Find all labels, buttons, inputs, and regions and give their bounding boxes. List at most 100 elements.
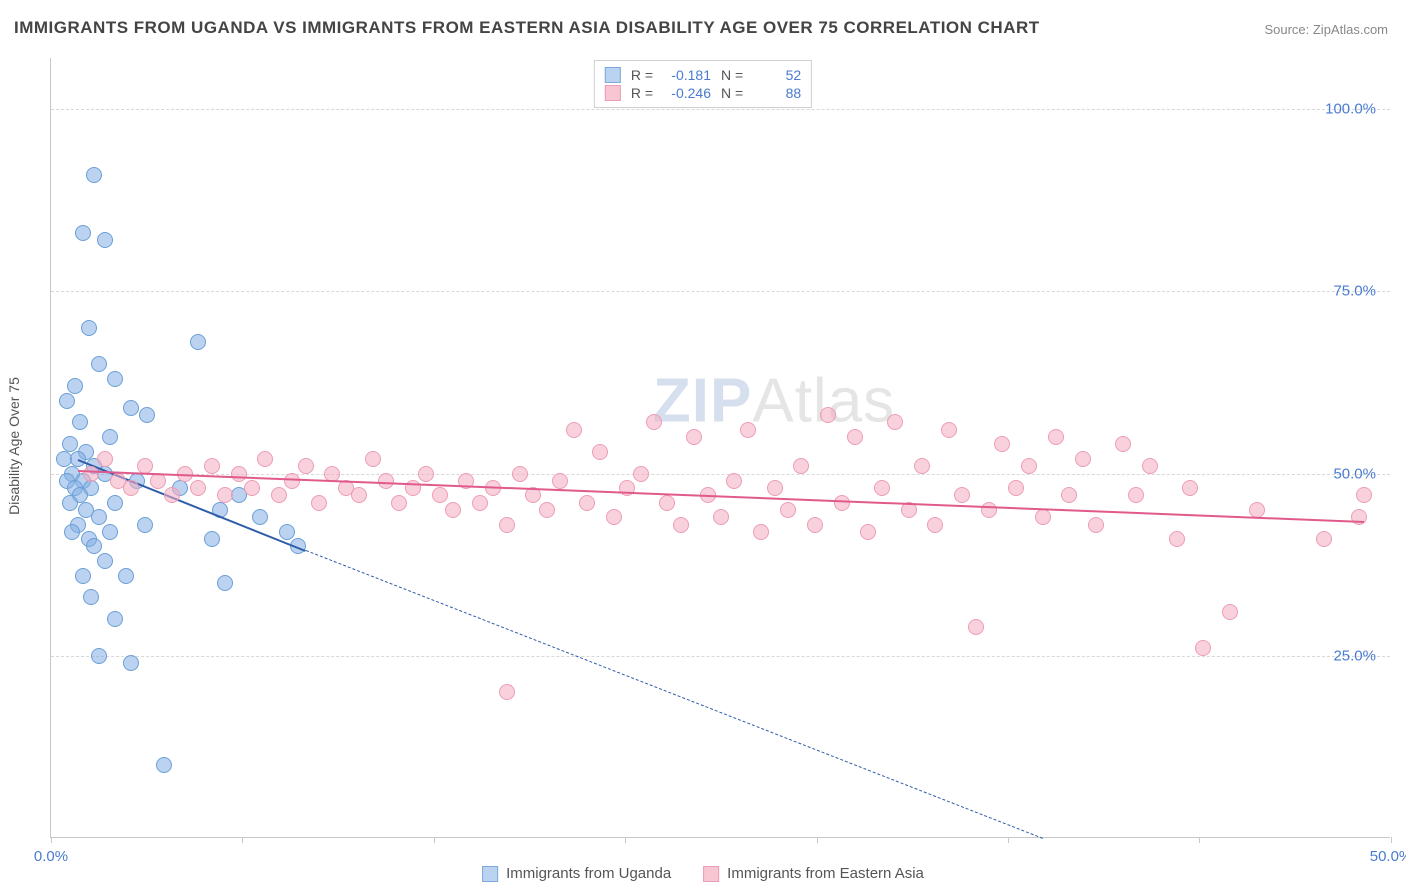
data-point bbox=[204, 458, 220, 474]
data-point bbox=[271, 487, 287, 503]
plot-area: ZIPAtlas 25.0%50.0%75.0%100.0%0.0%50.0% bbox=[50, 58, 1390, 838]
data-point bbox=[231, 487, 247, 503]
x-tick-label: 0.0% bbox=[34, 848, 68, 865]
n-label: N = bbox=[721, 85, 743, 101]
data-point bbox=[298, 458, 314, 474]
y-tick-label: 100.0% bbox=[1325, 101, 1376, 118]
data-point bbox=[780, 502, 796, 518]
x-tick-mark bbox=[1391, 837, 1392, 843]
data-point bbox=[59, 393, 75, 409]
data-point bbox=[139, 407, 155, 423]
data-point bbox=[279, 524, 295, 540]
data-point bbox=[72, 487, 88, 503]
x-tick-mark bbox=[434, 837, 435, 843]
data-point bbox=[311, 495, 327, 511]
data-point bbox=[217, 575, 233, 591]
data-point bbox=[793, 458, 809, 474]
data-point bbox=[391, 495, 407, 511]
trend-line bbox=[78, 470, 1364, 523]
data-point bbox=[592, 444, 608, 460]
x-tick-mark bbox=[625, 837, 626, 843]
data-point bbox=[445, 502, 461, 518]
data-point bbox=[820, 407, 836, 423]
data-point bbox=[968, 619, 984, 635]
data-point bbox=[1115, 436, 1131, 452]
y-tick-label: 75.0% bbox=[1333, 283, 1376, 300]
data-point bbox=[204, 531, 220, 547]
gridline bbox=[51, 291, 1390, 292]
data-point bbox=[874, 480, 890, 496]
r-value: -0.181 bbox=[663, 67, 711, 83]
data-point bbox=[1142, 458, 1158, 474]
n-value: 88 bbox=[753, 85, 801, 101]
gridline bbox=[51, 109, 1390, 110]
data-point bbox=[499, 517, 515, 533]
data-point bbox=[97, 553, 113, 569]
data-point bbox=[62, 495, 78, 511]
gridline bbox=[51, 656, 1390, 657]
data-point bbox=[190, 480, 206, 496]
x-tick-mark bbox=[1199, 837, 1200, 843]
stats-row: R =-0.246N =88 bbox=[605, 84, 801, 102]
r-label: R = bbox=[631, 67, 653, 83]
x-tick-mark bbox=[817, 837, 818, 843]
legend-swatch bbox=[703, 866, 719, 882]
r-label: R = bbox=[631, 85, 653, 101]
data-point bbox=[767, 480, 783, 496]
data-point bbox=[914, 458, 930, 474]
data-point bbox=[86, 538, 102, 554]
data-point bbox=[887, 414, 903, 430]
data-point bbox=[753, 524, 769, 540]
data-point bbox=[566, 422, 582, 438]
data-point bbox=[1061, 487, 1077, 503]
stats-row: R =-0.181N =52 bbox=[605, 66, 801, 84]
data-point bbox=[1008, 480, 1024, 496]
legend-item: Immigrants from Uganda bbox=[482, 865, 671, 882]
data-point bbox=[954, 487, 970, 503]
data-point bbox=[67, 480, 83, 496]
data-point bbox=[941, 422, 957, 438]
data-point bbox=[97, 232, 113, 248]
data-point bbox=[499, 684, 515, 700]
data-point bbox=[91, 509, 107, 525]
x-tick-mark bbox=[51, 837, 52, 843]
data-point bbox=[847, 429, 863, 445]
data-point bbox=[1075, 451, 1091, 467]
data-point bbox=[834, 495, 850, 511]
data-point bbox=[156, 757, 172, 773]
data-point bbox=[552, 473, 568, 489]
data-point bbox=[91, 356, 107, 372]
data-point bbox=[351, 487, 367, 503]
data-point bbox=[673, 517, 689, 533]
data-point bbox=[726, 473, 742, 489]
data-point bbox=[1222, 604, 1238, 620]
legend-label: Immigrants from Uganda bbox=[506, 865, 671, 882]
legend-swatch bbox=[605, 67, 621, 83]
source-attribution: Source: ZipAtlas.com bbox=[1264, 22, 1388, 37]
watermark-zip: ZIP bbox=[653, 366, 752, 435]
data-point bbox=[56, 451, 72, 467]
data-point bbox=[807, 517, 823, 533]
data-point bbox=[606, 509, 622, 525]
legend-swatch bbox=[482, 866, 498, 882]
data-point bbox=[102, 429, 118, 445]
data-point bbox=[472, 495, 488, 511]
data-point bbox=[217, 487, 233, 503]
data-point bbox=[107, 371, 123, 387]
data-point bbox=[67, 378, 83, 394]
data-point bbox=[579, 495, 595, 511]
data-point bbox=[123, 400, 139, 416]
watermark-rest: Atlas bbox=[752, 366, 895, 435]
data-point bbox=[86, 167, 102, 183]
legend-label: Immigrants from Eastern Asia bbox=[727, 865, 924, 882]
stats-legend: R =-0.181N =52R =-0.246N =88 bbox=[594, 60, 812, 108]
data-point bbox=[102, 524, 118, 540]
y-tick-label: 25.0% bbox=[1333, 647, 1376, 664]
data-point bbox=[1035, 509, 1051, 525]
legend-item: Immigrants from Eastern Asia bbox=[703, 865, 924, 882]
data-point bbox=[62, 436, 78, 452]
data-point bbox=[1195, 640, 1211, 656]
data-point bbox=[252, 509, 268, 525]
data-point bbox=[97, 451, 113, 467]
data-point bbox=[78, 502, 94, 518]
